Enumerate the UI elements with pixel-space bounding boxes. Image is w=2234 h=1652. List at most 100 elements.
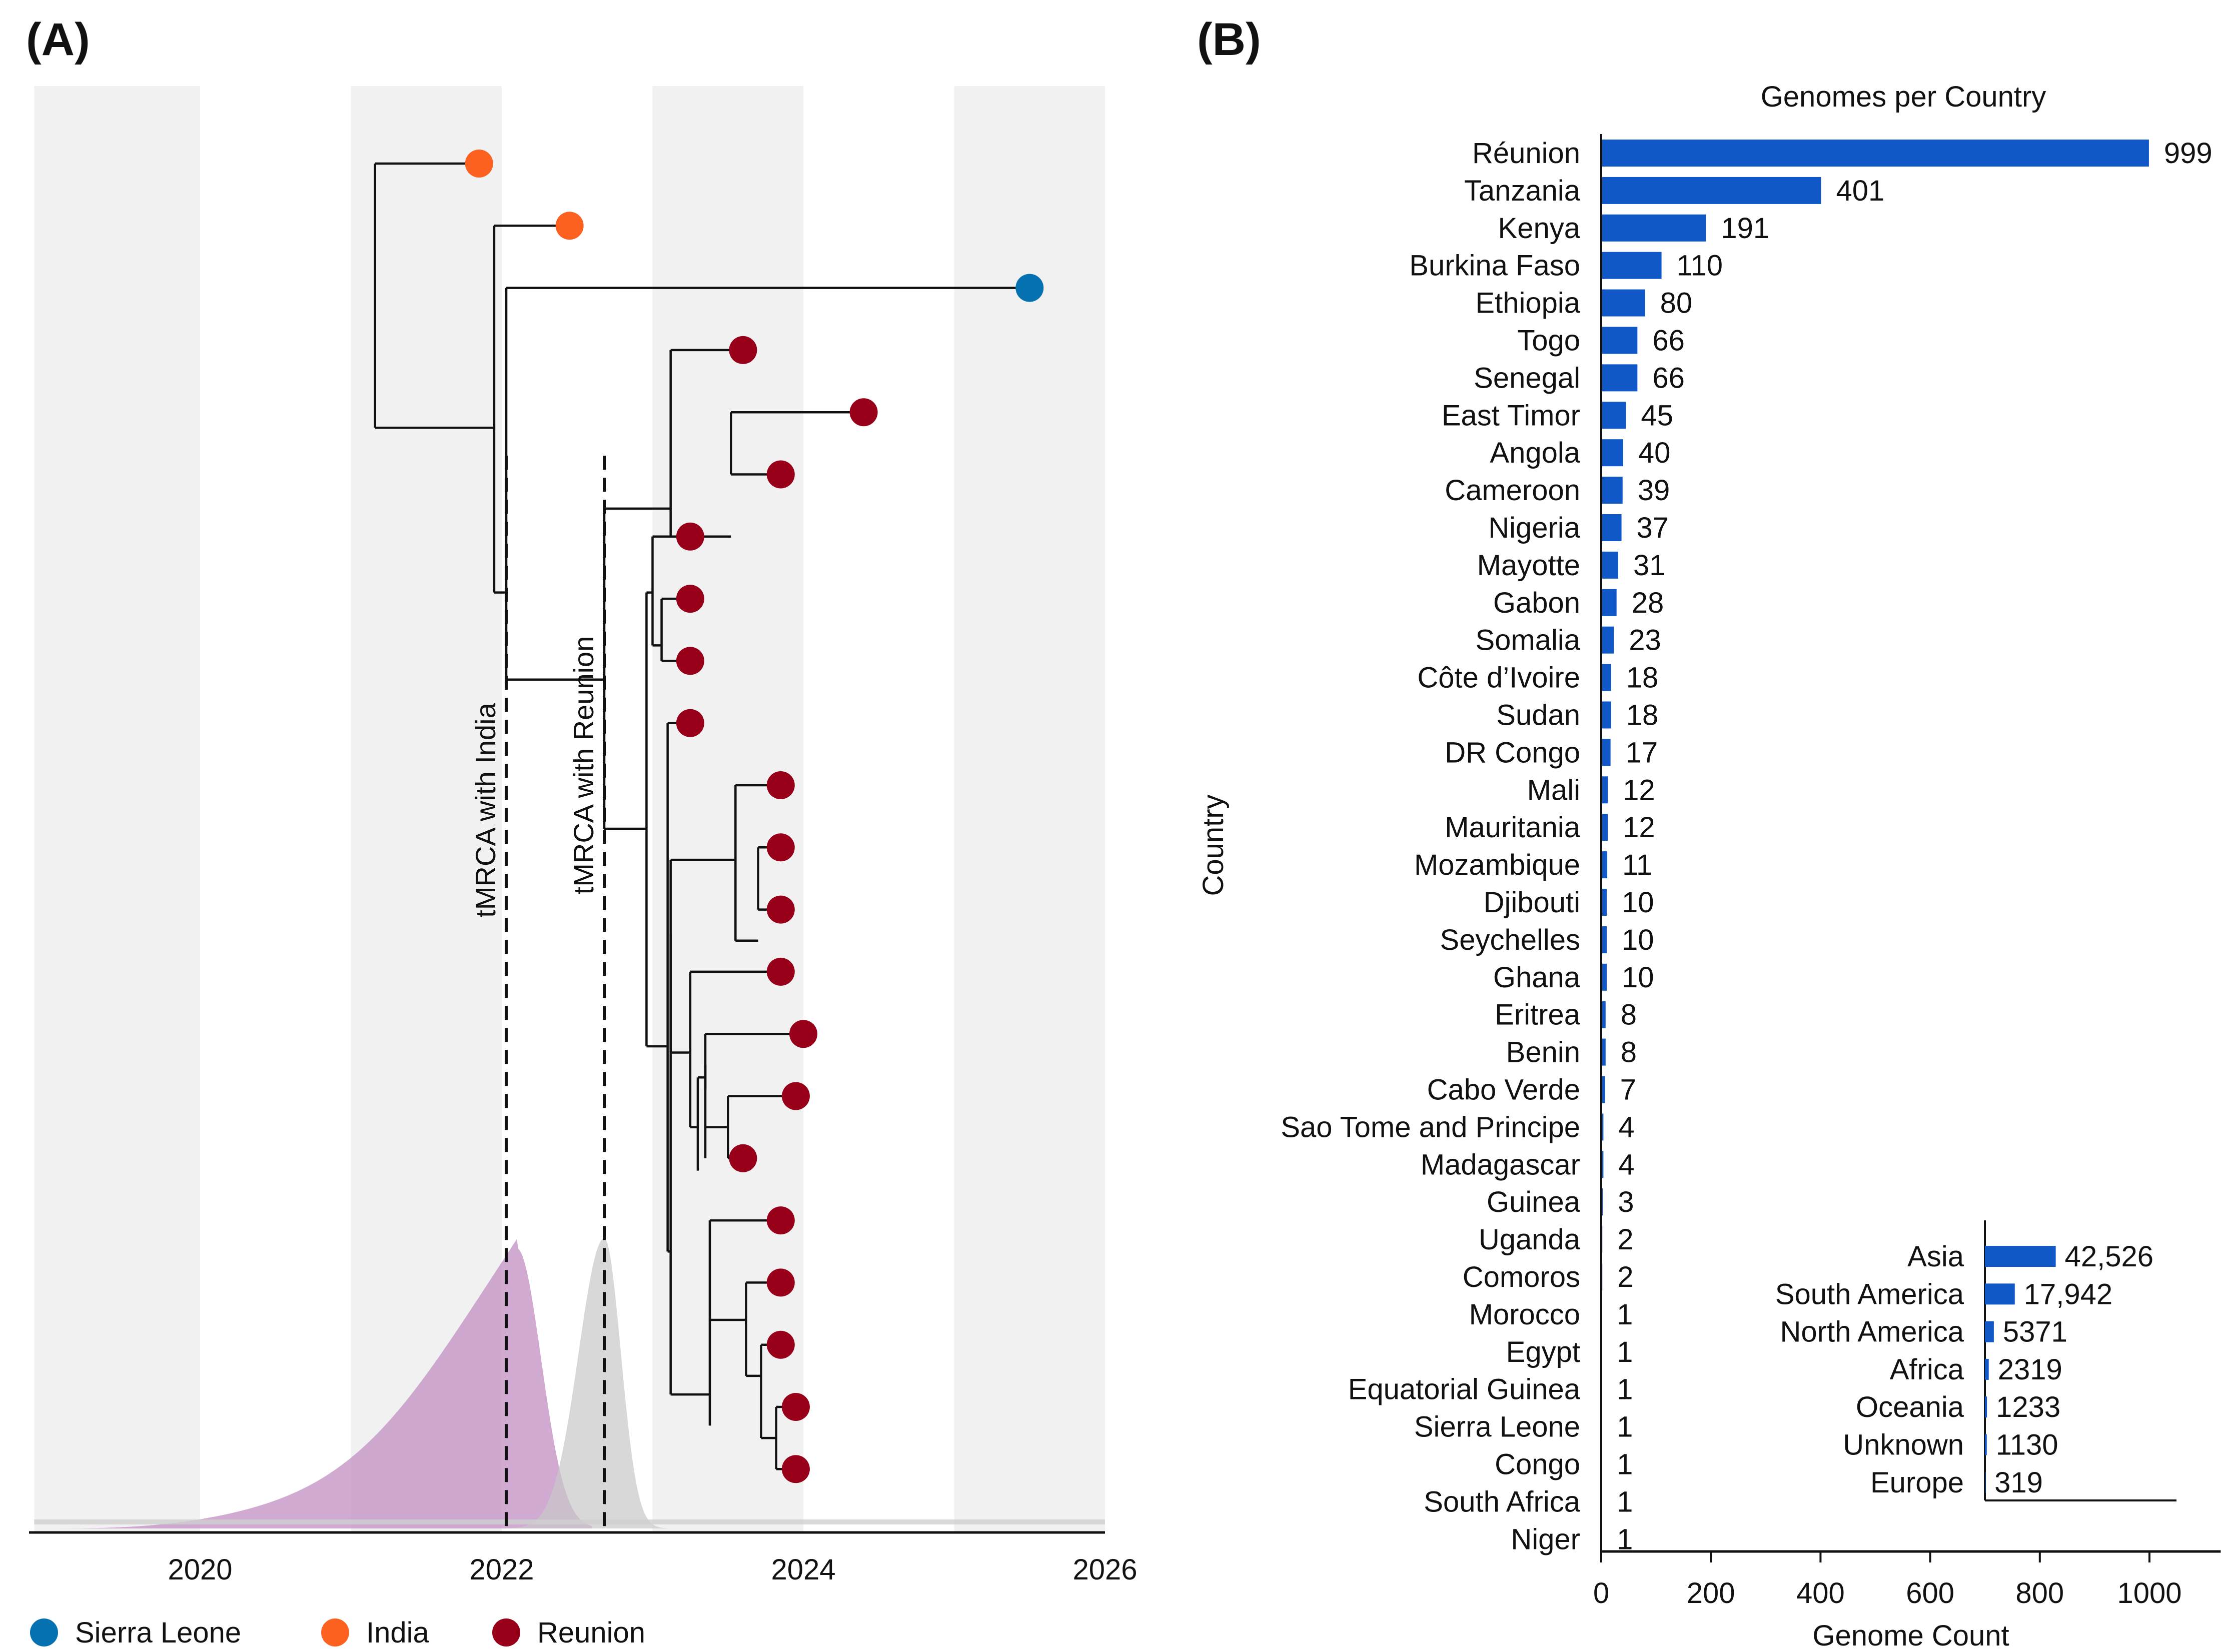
continent-label: North America: [1780, 1316, 1964, 1348]
tip-reunion: [789, 1020, 817, 1048]
country-value-label: 12: [1623, 811, 1655, 844]
time-axis: 2020 2022 2024 2026: [29, 1531, 1138, 1586]
country-label: Benin: [1506, 1036, 1580, 1069]
country-value-label: 66: [1652, 325, 1685, 357]
country-value-label: 1: [1617, 1411, 1633, 1443]
country-value-label: 1: [1617, 1485, 1633, 1518]
country-label: Senegal: [1474, 362, 1580, 394]
country-value-label: 1: [1617, 1336, 1633, 1368]
country-value-label: 1: [1617, 1373, 1633, 1406]
country-value-label: 12: [1623, 774, 1655, 806]
country-label: Sao Tome and Principe: [1281, 1111, 1580, 1143]
country-label: Mozambique: [1414, 849, 1580, 881]
tmrca-india-density: [34, 1239, 592, 1528]
tmrca-markers: tMRCA with India tMRCA with Reunion: [470, 456, 606, 1532]
continent-value-label: 17,942: [2024, 1278, 2112, 1310]
country-value-label: 999: [2164, 137, 2212, 170]
country-bar: [1601, 289, 1645, 317]
country-bar: [1601, 926, 1607, 953]
country-bar: [1601, 1038, 1606, 1066]
continent-value-label: 1233: [1996, 1391, 2060, 1423]
country-bar: [1601, 364, 1638, 392]
continent-bar: [1985, 1246, 2056, 1267]
country-label: Sierra Leone: [1414, 1411, 1580, 1443]
country-label: Mauritania: [1445, 811, 1581, 844]
country-bar: [1601, 851, 1608, 879]
tip-reunion: [676, 522, 704, 551]
country-label: Cabo Verde: [1427, 1074, 1580, 1106]
country-value-label: 8: [1621, 1036, 1637, 1069]
country-label: Niger: [1511, 1523, 1580, 1555]
country-value-label: 401: [1836, 175, 1884, 207]
country-value-label: 110: [1677, 250, 1723, 282]
country-bar: [1601, 327, 1638, 354]
country-value-label: 80: [1660, 287, 1693, 320]
country-value-label: 39: [1638, 474, 1670, 507]
country-value-label: 10: [1622, 961, 1654, 994]
country-label: Morocco: [1469, 1298, 1580, 1331]
country-label: Mayotte: [1477, 549, 1580, 582]
country-label: Togo: [1517, 325, 1580, 357]
tip-india: [555, 212, 584, 240]
country-label: Nigeria: [1488, 512, 1580, 544]
country-label: Somalia: [1475, 624, 1580, 657]
country-bar: [1601, 514, 1622, 541]
density-baseline: [34, 1519, 1105, 1524]
tmrca-densities: [34, 1238, 1105, 1528]
tip-reunion: [676, 647, 704, 675]
country-value-label: 40: [1638, 437, 1671, 469]
country-label: Guinea: [1487, 1186, 1581, 1218]
country-bar: [1601, 477, 1623, 504]
country-label: Comoros: [1463, 1261, 1580, 1293]
country-bar: [1601, 626, 1614, 654]
continent-label: Asia: [1907, 1240, 1964, 1273]
country-label: East Timor: [1442, 399, 1580, 432]
continent-bar: [1985, 1396, 1987, 1418]
tip-reunion: [766, 1206, 795, 1235]
country-bar: [1601, 439, 1623, 467]
country-bar: [1601, 177, 1821, 204]
country-bar: [1601, 1151, 1604, 1178]
country-value-label: 2: [1617, 1223, 1633, 1256]
tip-reunion: [766, 895, 795, 924]
country-value-label: 8: [1621, 999, 1637, 1031]
continent-inset: Asia 42,526 South America 17,942 North Ameri…: [1775, 1220, 2176, 1501]
country-legend: Sierra Leone India Reunion: [30, 1616, 645, 1649]
continent-bar: [1985, 1283, 2015, 1305]
time-tick-label: 2022: [469, 1553, 534, 1586]
country-label: South Africa: [1424, 1485, 1580, 1518]
country-value-label: 31: [1633, 549, 1666, 582]
country-value-label: 10: [1622, 924, 1654, 956]
continent-value-label: 42,526: [2065, 1240, 2153, 1273]
count-tick-label: 800: [2015, 1577, 2064, 1609]
country-value-label: 4: [1618, 1148, 1634, 1181]
legend-marker-reunion: [492, 1618, 520, 1646]
continent-bar: [1985, 1434, 1987, 1455]
tip-reunion: [766, 460, 795, 489]
time-band: [34, 86, 200, 1532]
tree-tips: [465, 150, 1044, 1483]
country-bar: [1601, 402, 1626, 429]
tip-reunion: [781, 1455, 810, 1483]
legend-label: India: [366, 1616, 430, 1649]
count-tick-label: 600: [1906, 1577, 1954, 1609]
tip-india: [465, 150, 493, 178]
country-bar: [1601, 814, 1608, 841]
country-label: Mali: [1527, 774, 1580, 806]
country-label: Equatorial Guinea: [1348, 1373, 1581, 1406]
tip-reunion: [676, 709, 704, 737]
country-bar: [1601, 1001, 1606, 1028]
continent-label: Europe: [1870, 1466, 1964, 1499]
legend-marker-india: [321, 1618, 349, 1646]
country-label: Congo: [1495, 1448, 1580, 1481]
continent-label: Africa: [1890, 1353, 1964, 1386]
count-axis: 0 200 400 600 800 1000: [1593, 134, 2221, 1609]
country-label: Kenya: [1498, 212, 1581, 245]
country-value-label: 17: [1626, 736, 1658, 769]
x-axis-label: Genome Count: [1812, 1619, 2009, 1652]
continent-value-label: 319: [1994, 1466, 2043, 1499]
bar-chart-title: Genomes per Country: [1761, 81, 2046, 113]
tip-reunion: [729, 336, 757, 364]
country-value-label: 11: [1622, 849, 1652, 881]
